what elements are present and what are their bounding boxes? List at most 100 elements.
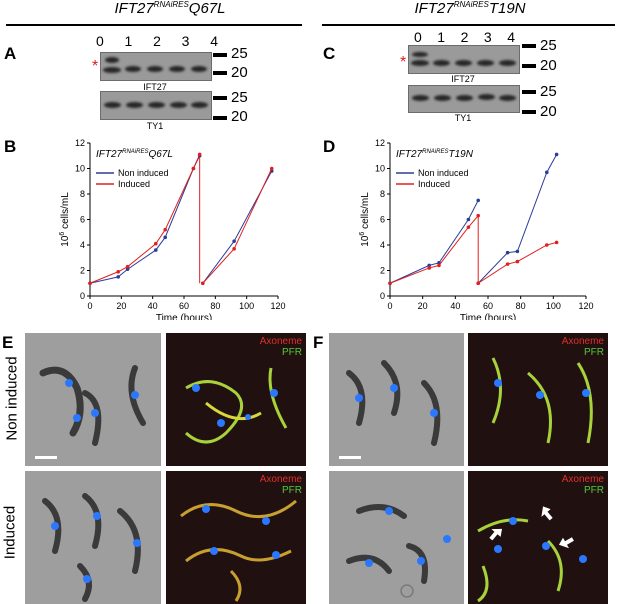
marker-25-c1: 25: [540, 37, 557, 54]
panel-label-d: D: [323, 137, 336, 156]
x-axis-label: Time (hours): [460, 313, 516, 320]
blot-caption-ty1-a: TY1: [146, 121, 164, 131]
data-point: [88, 281, 92, 286]
series-line: [202, 168, 273, 284]
lane-labels-a: 0 1 2 3 4: [96, 33, 218, 49]
data-point: [269, 166, 274, 171]
right-title-mut: T19N: [488, 0, 526, 17]
left-title-mut: Q67L: [188, 0, 226, 17]
y-tick-label: 0: [80, 291, 85, 301]
data-point: [427, 266, 431, 270]
western-blot-ty1-a: [100, 91, 212, 120]
axoneme-label: Axoneme: [259, 474, 302, 485]
growth-curve-chart-q67l: 0 20 40 60 80 100 120 0 2 4 6 8 10 12 Time (hours) 106 …: [59, 138, 286, 320]
marker-25-c2: 25: [540, 83, 557, 100]
scale-bar-f: [339, 456, 361, 459]
panel-label-e: E: [2, 333, 14, 352]
fluorescence-induced-f: Axoneme PFR: [468, 471, 608, 604]
marker-25-a2: 25: [231, 89, 248, 106]
phase-contrast-induced-f: [329, 471, 464, 604]
data-point: [154, 241, 158, 246]
arrow-icon: [541, 506, 553, 521]
right-title-rule: [322, 24, 615, 26]
fluorescence-induced-e: Axoneme PFR: [166, 471, 306, 604]
western-blot-ty1-c: [408, 85, 520, 113]
left-title-name: IFT27: [114, 0, 154, 17]
scale-bar-e: [35, 456, 57, 459]
x-tick-label: 120: [578, 301, 593, 311]
data-point: [116, 269, 120, 274]
data-point: [466, 217, 471, 222]
y-tick-label: 12: [75, 138, 85, 148]
left-title-sup: RNAiRES: [153, 0, 189, 9]
marker-20-c2: 20: [540, 103, 557, 120]
blot-caption-ift27-c: IFT27: [451, 74, 475, 84]
marker-bar-20-a1: [213, 71, 227, 75]
x-tick-label: 120: [270, 301, 285, 311]
x-tick-label: 0: [87, 301, 92, 311]
fluorescence-noninduced-f: Axoneme PFR: [468, 333, 608, 466]
row-label-non-induced-e: Non induced: [3, 356, 21, 441]
marker-bar-25-a1: [213, 53, 227, 57]
phase-contrast-noninduced-e: [25, 333, 161, 466]
x-tick-label: 100: [546, 301, 561, 311]
marker-20-a1: 20: [231, 64, 248, 81]
marker-bar-20-a2: [213, 116, 227, 120]
marker-20-c1: 20: [540, 57, 557, 74]
data-point: [163, 227, 167, 232]
data-point: [476, 213, 480, 218]
legend-label: Non induced: [418, 168, 469, 178]
stain-legend-noninduced-f: Axoneme PFR: [562, 336, 604, 358]
stain-legend-induced-f: Axoneme PFR: [562, 474, 604, 496]
right-title-name: IFT27: [414, 0, 454, 17]
data-point: [554, 152, 559, 157]
phase-contrast-induced-e: [25, 471, 161, 604]
y-tick-label: 8: [80, 189, 85, 199]
asterisk-a: *: [92, 58, 99, 75]
lane-label: 2: [153, 33, 161, 49]
pfr-label: PFR: [282, 485, 302, 496]
x-tick-label: 20: [418, 301, 428, 311]
data-point: [545, 243, 549, 247]
data-point: [505, 262, 510, 266]
data-point: [197, 152, 202, 157]
blot-caption-ift27-a: IFT27: [143, 82, 167, 92]
stain-legend-noninduced-e: Axoneme PFR: [260, 336, 302, 358]
axoneme-label: Axoneme: [561, 474, 604, 485]
marker-bar-20-c1: [522, 64, 536, 68]
y-tick-label: 0: [380, 291, 385, 301]
blot-caption-ty1-c: TY1: [454, 113, 472, 123]
stain-legend-induced-e: Axoneme PFR: [260, 474, 302, 496]
data-point: [554, 240, 559, 245]
western-blot-ift27-a: [100, 52, 212, 81]
x-axis-label: Time (hours): [156, 313, 212, 320]
data-point: [232, 247, 236, 251]
y-tick-label: 2: [80, 266, 85, 276]
data-point: [515, 249, 520, 254]
y-tick-label: 10: [375, 164, 385, 174]
y-axis-label: 106 cells/mL: [59, 192, 71, 247]
data-point: [191, 166, 196, 171]
series-line: [389, 215, 479, 284]
x-tick-label: 40: [450, 301, 460, 311]
data-point: [476, 198, 480, 203]
axoneme-label: Axoneme: [259, 336, 302, 347]
x-tick-label: 20: [116, 301, 126, 311]
western-blot-ift27-c: [408, 45, 520, 74]
legend-label: Induced: [418, 179, 450, 189]
left-title-rule: [6, 24, 302, 26]
left-column-title: IFT27RNAiRESQ67L: [40, 0, 300, 17]
lane-label: 1: [437, 29, 446, 45]
x-tick-label: 80: [210, 301, 220, 311]
data-point: [515, 259, 520, 264]
data-point: [545, 170, 549, 175]
lane-label: 3: [483, 29, 492, 45]
lane-label: 1: [124, 33, 133, 49]
growth-curve-chart-t19n: 0 20 40 60 80 100 120 0 2 4 6 8 10 12 Time (hours) 106 …: [359, 138, 594, 320]
y-tick-label: 8: [380, 189, 385, 199]
y-tick-label: 4: [380, 240, 385, 250]
data-point: [163, 235, 167, 240]
legend-label: Non induced: [118, 168, 169, 178]
x-tick-label: 100: [239, 301, 254, 311]
arrow-icon: [489, 528, 503, 541]
